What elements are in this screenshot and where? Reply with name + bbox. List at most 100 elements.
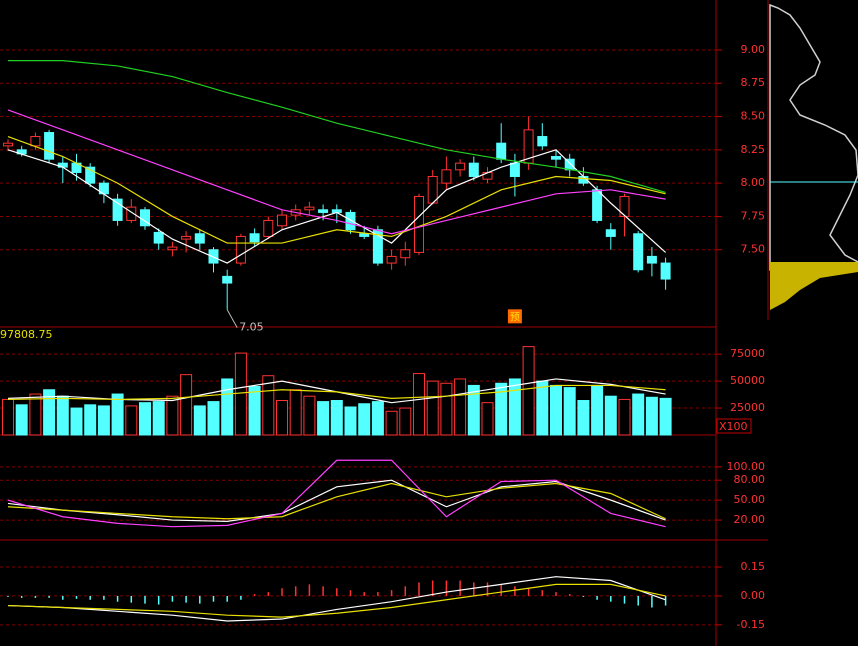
volume-bar [454, 378, 467, 436]
annotation: 预 [510, 311, 520, 323]
candle-body [194, 233, 205, 244]
volume-bar [522, 346, 535, 436]
candle-body [235, 235, 246, 264]
indicator-line [7, 384, 666, 401]
indicator-line [7, 583, 666, 618]
candle-body [619, 195, 630, 217]
candle-body [359, 233, 370, 237]
volume-bar [358, 403, 371, 436]
volume-bar [659, 397, 672, 436]
volume-bar [125, 405, 138, 436]
annotation: 7.05 [239, 321, 264, 334]
volume-bar [15, 404, 28, 436]
candle-body [537, 136, 548, 147]
candle-body [660, 262, 671, 280]
volume-bar [371, 401, 384, 436]
volume-bar [193, 405, 206, 436]
y-tick-label: 80.00 [734, 473, 766, 486]
volume-bar [29, 393, 42, 436]
candle-body [126, 206, 137, 221]
candle-body [112, 198, 123, 221]
volume-bar [563, 387, 576, 436]
y-tick-label: 8.50 [741, 110, 766, 123]
volume-profile [769, 3, 858, 271]
y-tick-label: 20.00 [734, 513, 766, 526]
y-tick-label: 0.15 [741, 560, 766, 573]
volume-bar [111, 393, 124, 436]
volume-bar [248, 386, 261, 436]
candle-body [304, 206, 315, 211]
y-tick-label: 75000 [730, 347, 765, 360]
volume-bar [43, 389, 56, 436]
volume-bar [344, 406, 357, 436]
candle-body [509, 162, 520, 177]
volume-bar [536, 380, 549, 436]
volume-bar [399, 407, 412, 436]
volume-bar [440, 382, 453, 436]
volume-bar [317, 401, 330, 436]
y-tick-label: 7.50 [741, 243, 766, 256]
candle-body [386, 255, 397, 264]
volume-bar [262, 375, 275, 436]
y-tick-label: 8.00 [741, 176, 766, 189]
volume-bar [481, 402, 494, 436]
candle-body [345, 211, 356, 231]
volume-bar [426, 380, 439, 436]
annotation-leader [226, 309, 238, 328]
volume-bar [577, 400, 590, 436]
y-tick-label: 25000 [730, 401, 765, 414]
candle-body [3, 142, 13, 147]
candle-body [30, 136, 41, 147]
indicator-line [7, 109, 666, 235]
volume-bar [550, 384, 562, 436]
indicator-line [7, 576, 666, 622]
candle-body [455, 162, 466, 171]
volume-bar [330, 400, 343, 436]
volume-bar [591, 384, 604, 436]
candle-body [44, 132, 55, 160]
volume-bar [618, 398, 631, 436]
candle-body [277, 214, 287, 227]
volume-bar [495, 382, 508, 436]
candle-body [167, 246, 178, 251]
volume-bar [207, 401, 220, 436]
y-tick-label: -0.15 [737, 618, 765, 631]
candle-body [646, 255, 657, 264]
volume-bar [632, 393, 645, 436]
volume-bar [467, 384, 480, 436]
candle-body [441, 169, 452, 184]
candle-body [318, 209, 329, 213]
candle-body [400, 249, 411, 259]
candle-body [153, 231, 164, 244]
volume-bar [70, 407, 83, 436]
candle-body [263, 219, 274, 237]
candle-body [551, 156, 561, 160]
unit-box [716, 418, 752, 434]
indicator-line [7, 149, 667, 264]
volume-bar [303, 395, 316, 436]
volume-bar [604, 395, 617, 436]
volume-bar [221, 378, 234, 436]
volume-bar [152, 401, 165, 436]
indicator-line [7, 459, 666, 528]
y-tick-label: 7.75 [741, 209, 766, 222]
candle-body [85, 166, 96, 184]
volume-bar [508, 378, 521, 436]
volume-bar [180, 374, 193, 436]
volume-bar [413, 373, 425, 436]
volume-bar [97, 405, 110, 436]
volume-bar [385, 410, 398, 436]
y-tick-label: 8.25 [741, 143, 766, 156]
y-tick-label: 8.75 [741, 76, 766, 89]
candle-body [592, 189, 603, 221]
volume-bar [289, 389, 302, 436]
volume-bar [56, 395, 69, 436]
y-tick-label: 50000 [730, 374, 765, 387]
volume-header: 97808.75 [0, 328, 53, 341]
candle-body [222, 275, 233, 284]
volume-bar [276, 400, 288, 436]
candle-body [372, 229, 383, 264]
volume-bar [84, 404, 97, 436]
